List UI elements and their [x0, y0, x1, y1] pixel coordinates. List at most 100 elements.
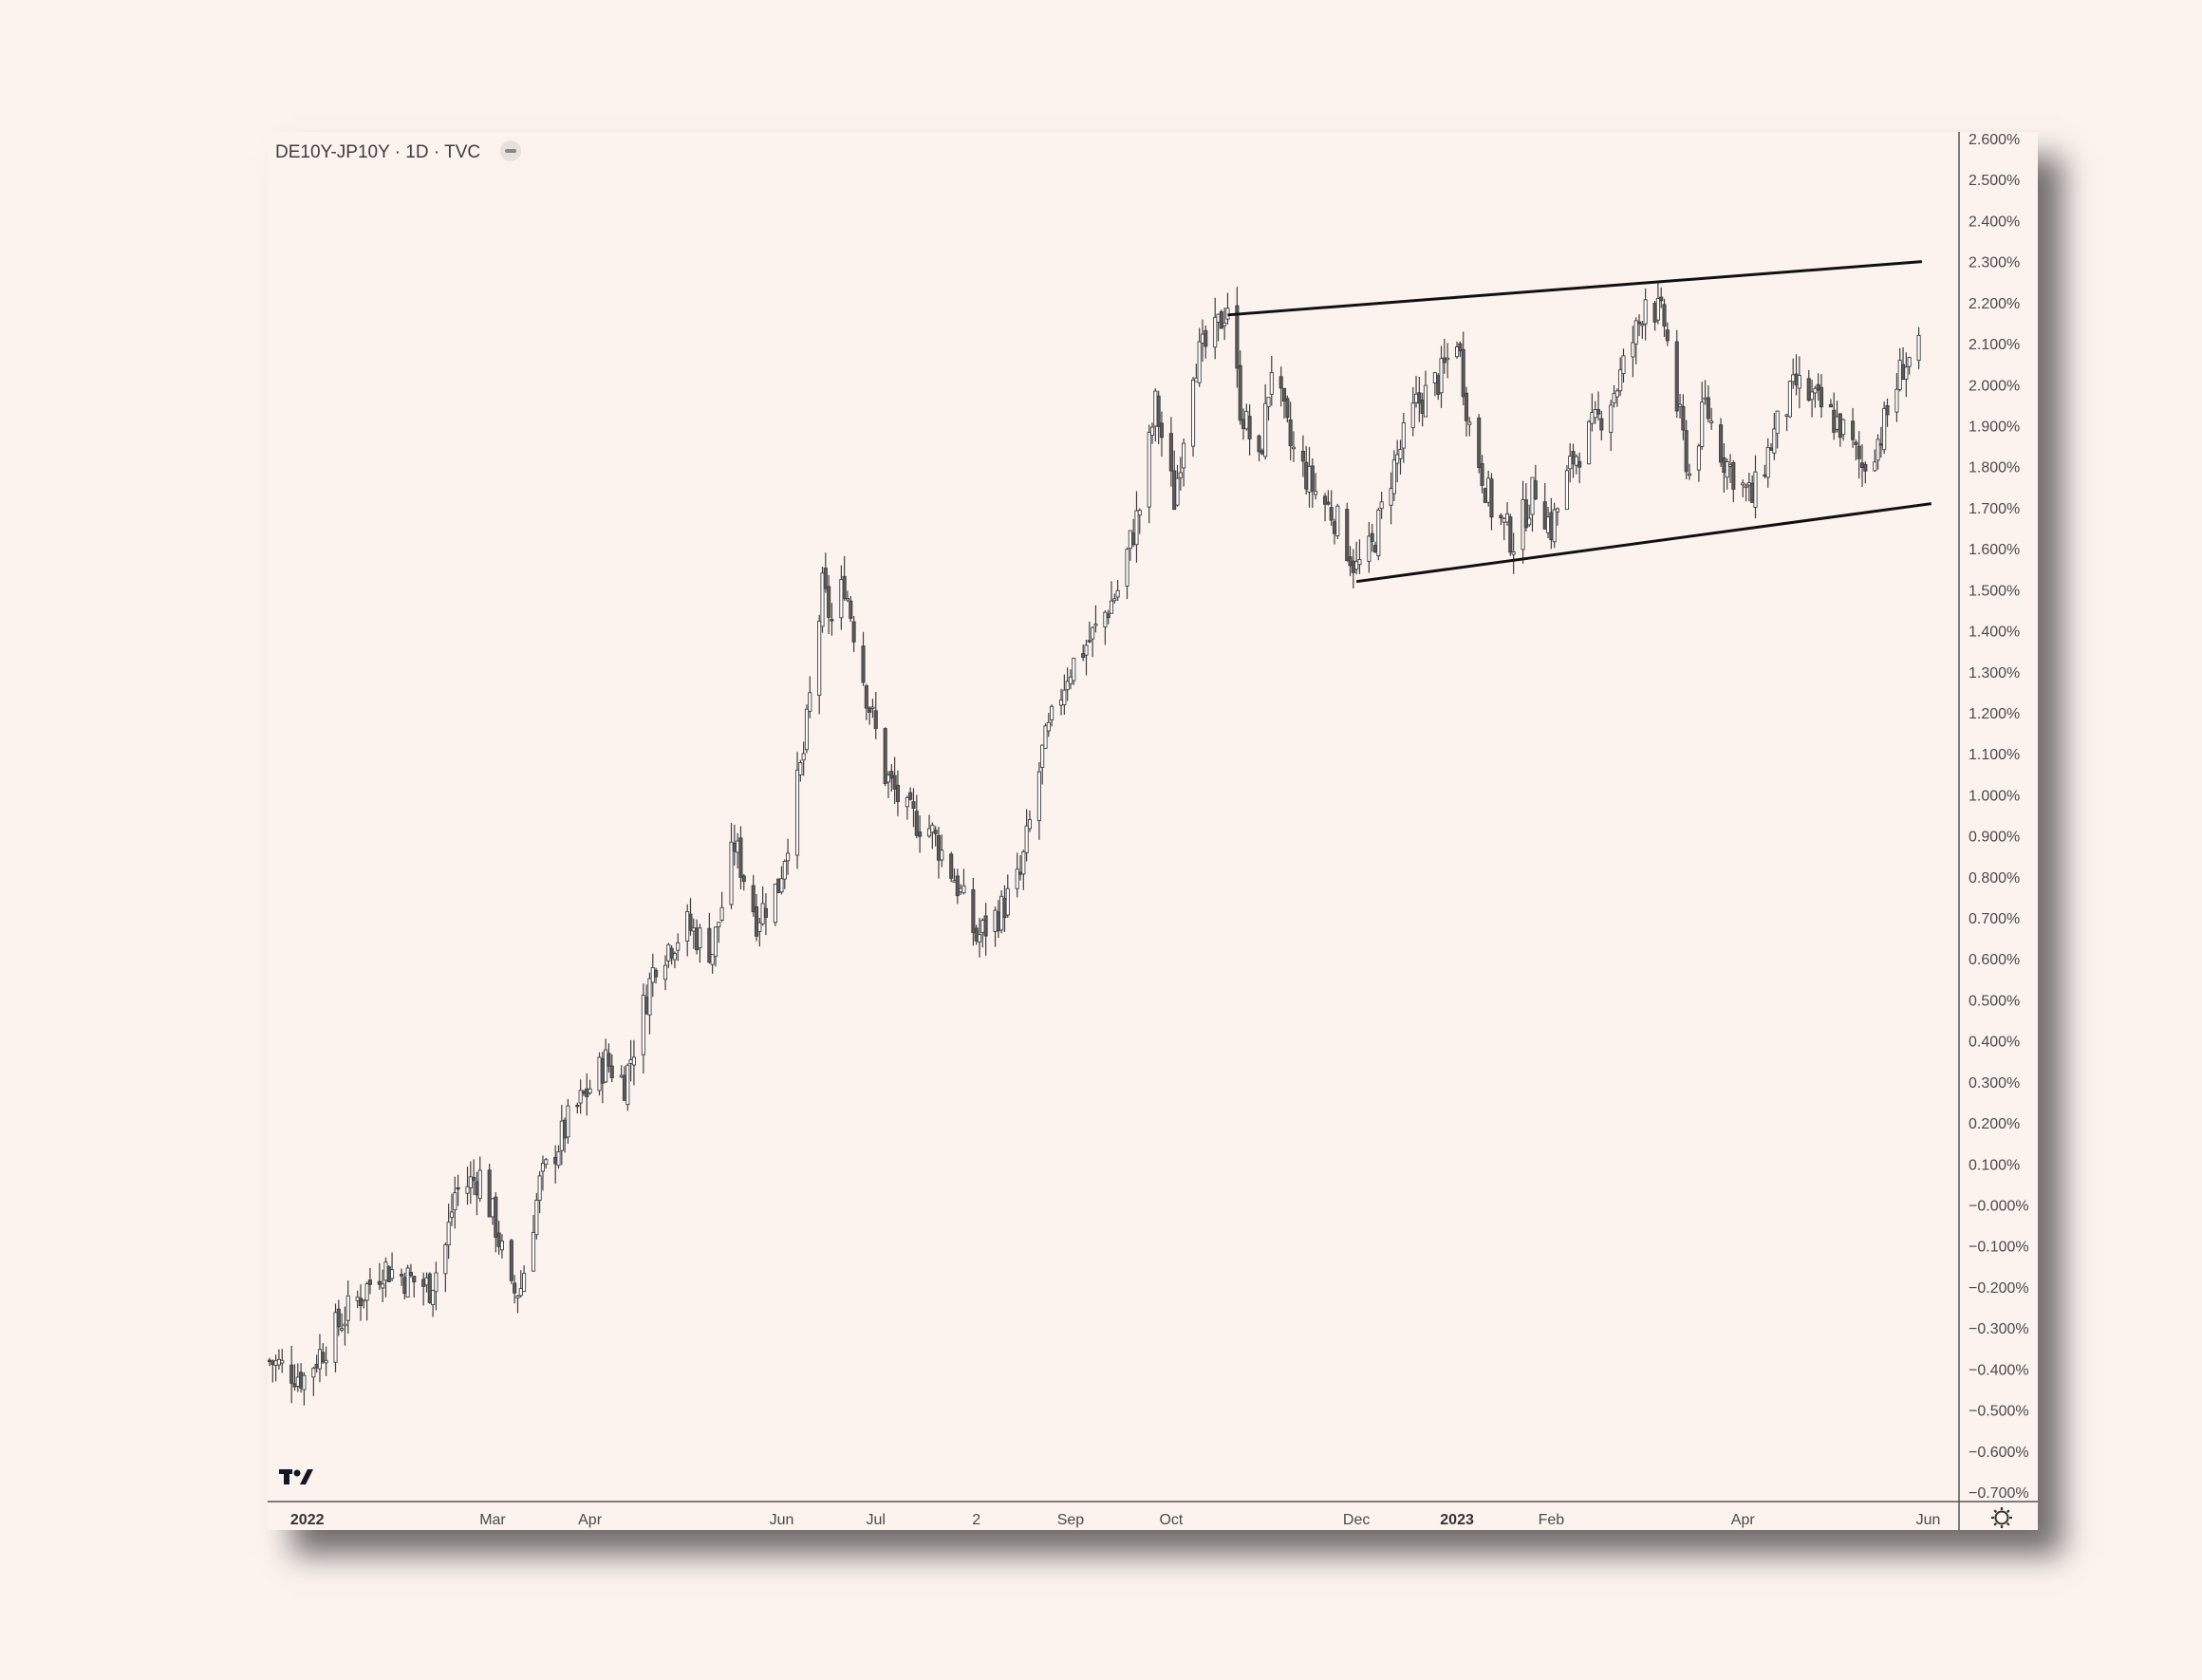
lower-channel-trendline[interactable]: [1355, 502, 1932, 584]
candles-group: [268, 282, 1921, 1406]
y-tick-label: 0.600%: [1969, 952, 2020, 968]
candle: [1772, 412, 1777, 460]
candle: [977, 918, 982, 958]
candle: [868, 706, 872, 725]
symbol-title: DE10Y-JP10Y · 1D · TVC: [275, 142, 480, 162]
candle: [1467, 417, 1472, 437]
candle: [1410, 386, 1415, 437]
candle: [757, 917, 762, 947]
candle: [1247, 404, 1252, 457]
candle: [1291, 431, 1297, 462]
y-tick-label: 0.900%: [1969, 830, 2020, 846]
x-tick-label: Jul: [867, 1512, 886, 1528]
candle: [1335, 503, 1340, 539]
candle: [1446, 343, 1450, 379]
candle: [1775, 410, 1780, 449]
y-tick-label: 1.200%: [1969, 706, 2020, 722]
y-tick-label: 2.600%: [1969, 132, 2020, 148]
candle: [408, 1263, 413, 1279]
chart-panel[interactable]: 2.600% 2.500% 2.400% 2.300% 2.200% 2.100% 2.00…: [268, 132, 2038, 1530]
candle: [1310, 457, 1315, 508]
candle: [515, 1295, 520, 1314]
candle: [1005, 874, 1010, 918]
candle: [631, 1039, 636, 1086]
candle: [914, 794, 919, 839]
candle: [1278, 366, 1283, 407]
candle: [729, 823, 734, 909]
candle: [808, 676, 812, 719]
candle: [1665, 322, 1670, 346]
candle: [1655, 282, 1660, 325]
candle: [1464, 386, 1469, 437]
candle: [381, 1269, 385, 1303]
candle: [1134, 491, 1139, 563]
trendlines-group[interactable]: [1227, 260, 1932, 584]
candle: [1050, 704, 1054, 727]
candle: [870, 699, 875, 719]
candle: [456, 1174, 460, 1206]
candle: [1618, 357, 1623, 397]
candle: [1043, 723, 1048, 750]
candle: [1709, 407, 1714, 430]
candle: [496, 1221, 501, 1255]
candle: [1112, 593, 1117, 604]
x-tick-label: Apr: [1731, 1512, 1756, 1528]
x-tick-label: 2023: [1440, 1512, 1474, 1528]
candle: [930, 822, 935, 849]
candle: [1027, 810, 1032, 832]
y-tick-label: 2.200%: [1969, 296, 2020, 312]
candle: [1533, 464, 1538, 501]
candle: [302, 1372, 307, 1406]
candle: [1678, 394, 1683, 419]
candle: [1442, 338, 1446, 374]
candle: [1137, 508, 1142, 534]
candle: [405, 1264, 410, 1298]
x-tick-label: Apr: [578, 1512, 603, 1528]
candle: [820, 567, 825, 633]
candle: [776, 878, 781, 893]
candle: [1285, 395, 1290, 423]
candle: [1633, 317, 1638, 364]
candle: [544, 1157, 549, 1169]
candle: [1354, 541, 1359, 575]
candle: [556, 1145, 561, 1169]
candle: [676, 933, 681, 961]
series-toggle-button[interactable]: [500, 140, 521, 161]
y-tick-label: 1.600%: [1969, 542, 2020, 558]
x-tick-label: Oct: [1159, 1512, 1183, 1528]
y-tick-label: 0.800%: [1969, 870, 2020, 887]
candle: [1643, 288, 1648, 341]
candle: [654, 967, 659, 984]
tradingview-logo-icon[interactable]: [279, 1469, 313, 1484]
candle: [1323, 493, 1328, 522]
settings-button[interactable]: [1991, 1507, 2012, 1528]
candle: [1109, 581, 1114, 614]
candle: [961, 868, 966, 895]
candle: [1700, 382, 1705, 450]
candle: [1841, 419, 1846, 441]
candle: [647, 972, 652, 1035]
candle: [1719, 418, 1724, 467]
candle: [1423, 370, 1428, 418]
candle: [1696, 443, 1701, 482]
candlestick-chart[interactable]: 2.600% 2.500% 2.400% 2.300% 2.200% 2.100% 2.00…: [268, 132, 2038, 1530]
candle: [698, 924, 702, 963]
candle: [1684, 420, 1689, 479]
x-tick-label: Jun: [770, 1512, 794, 1528]
candle: [1300, 435, 1305, 477]
candle: [390, 1252, 395, 1282]
time-axis[interactable]: 2022 Mar Apr Jun Jul 2 Sep Oct Dec 2023 Feb Apr Jun: [268, 1501, 2038, 1528]
candle: [817, 614, 822, 715]
candle: [1015, 852, 1019, 898]
candle: [710, 954, 715, 974]
candle: [588, 1079, 592, 1095]
candle: [971, 877, 976, 946]
candle: [794, 752, 800, 869]
candle: [1614, 388, 1619, 407]
candle: [1857, 431, 1861, 479]
upper-channel-trendline[interactable]: [1227, 260, 1923, 317]
price-axis[interactable]: 2.600% 2.500% 2.400% 2.300% 2.200% 2.100% 2.00…: [1958, 132, 2029, 1530]
candle: [1269, 356, 1274, 406]
candle: [453, 1176, 457, 1229]
candle: [1149, 422, 1155, 444]
